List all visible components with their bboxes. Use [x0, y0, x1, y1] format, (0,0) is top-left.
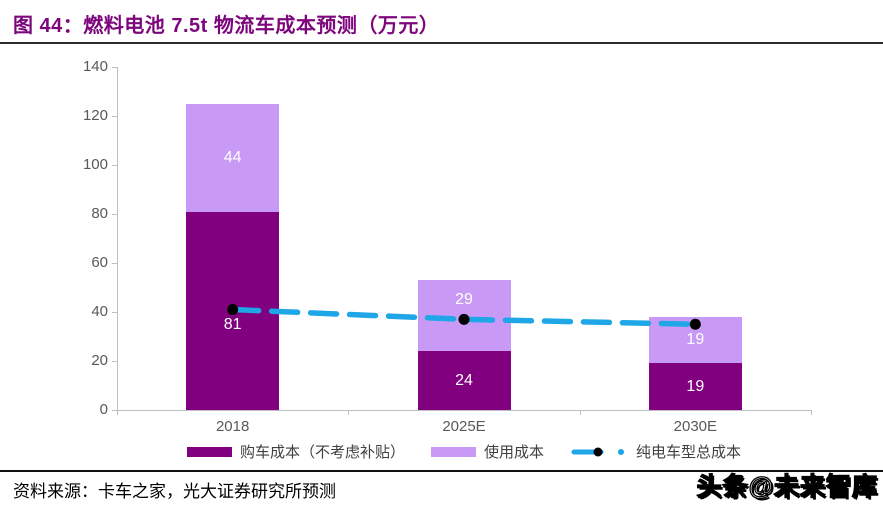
x-tick-label: 2025E	[442, 418, 486, 435]
bar-label-purchase-cost: 81	[223, 315, 242, 333]
source-note: 资料来源：卡车之家，光大证券研究所预测	[13, 482, 336, 501]
x-axis-tick	[579, 410, 581, 415]
x-tick-label: 2018	[215, 418, 250, 435]
y-tick-label: 100	[82, 156, 108, 173]
legend-label-purchase-cost: 购车成本（不考虑补贴）	[239, 444, 405, 461]
x-axis-tick	[117, 410, 118, 415]
y-tick-label: 120	[82, 107, 108, 124]
y-tick-label: 0	[99, 401, 108, 418]
y-tick-label: 40	[91, 303, 108, 320]
y-tick-label: 140	[82, 58, 108, 75]
y-tick-label: 60	[91, 254, 108, 271]
bar-label-purchase-cost: 19	[686, 377, 705, 395]
bar-segment-purchase-cost	[186, 211, 280, 410]
chart-title: 图 44：燃料电池 7.5t 物流车成本预测（万元）	[13, 15, 440, 37]
bar-label-usage-cost: 19	[686, 331, 705, 349]
y-axis-tick	[112, 312, 118, 313]
legend-swatch-usage-cost	[430, 446, 476, 457]
y-axis-tick	[112, 67, 118, 68]
x-axis-tick	[348, 410, 350, 415]
y-axis-tick	[112, 165, 118, 166]
legend-label-usage-cost: 使用成本	[483, 444, 544, 461]
bar-label-usage-cost: 29	[455, 290, 473, 308]
bar-label-purchase-cost: 24	[455, 371, 473, 389]
title-divider	[0, 42, 883, 44]
legend-item-usage-cost: 使用成本	[430, 441, 544, 462]
bar-label-usage-cost: 44	[223, 148, 242, 166]
y-axis-tick	[112, 361, 118, 362]
legend-swatch-purchase-cost	[186, 446, 232, 457]
y-axis-tick	[112, 214, 118, 215]
y-axis-tick	[112, 116, 118, 117]
legend-item-bev-total-cost: 纯电车型总成本	[570, 441, 741, 462]
y-tick-label: 80	[91, 205, 108, 222]
y-tick-label: 20	[91, 352, 108, 369]
watermark: 头条@未来智库	[696, 472, 878, 501]
x-tick-label: 2030E	[673, 418, 718, 435]
legend-label-bev-total-cost: 纯电车型总成本	[636, 444, 742, 461]
bar-segment-purchase-cost	[417, 351, 511, 410]
legend-item-purchase-cost: 购车成本（不考虑补贴）	[186, 441, 405, 462]
legend-line-sample-icon	[571, 447, 624, 456]
bar-segment-usage-cost	[186, 103, 280, 212]
bar-segment-purchase-cost	[648, 363, 742, 410]
footer-divider	[0, 470, 883, 472]
x-axis	[117, 410, 811, 411]
y-axis-tick	[112, 410, 118, 411]
chart-legend: 购车成本（不考虑补贴） 使用成本 纯电车型总成本	[117, 441, 811, 462]
y-axis-tick	[112, 263, 118, 264]
y-axis	[117, 67, 118, 410]
x-axis-tick	[811, 410, 812, 415]
